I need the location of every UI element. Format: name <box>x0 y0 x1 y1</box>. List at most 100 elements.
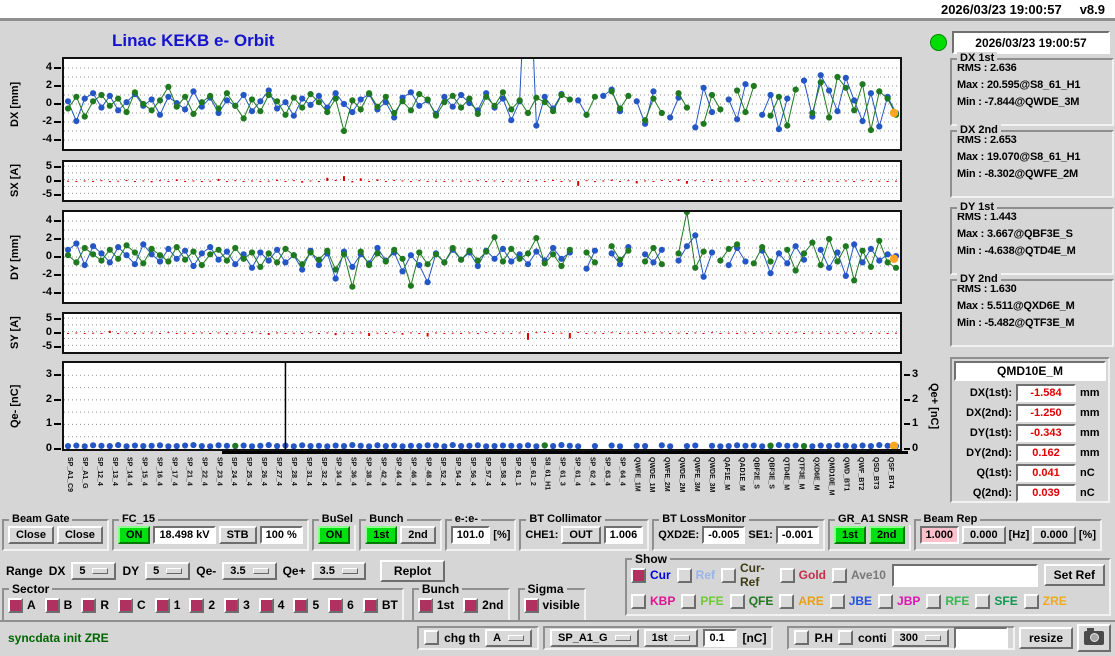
show-checkbox-jbe[interactable] <box>829 593 845 609</box>
show-item-sfe: SFE <box>975 593 1018 609</box>
bt-collimator-title: BT Collimator <box>526 513 605 525</box>
sector-checkbox-2[interactable] <box>189 597 205 613</box>
show-checkbox-rfe[interactable] <box>926 593 942 609</box>
ref-name-input[interactable] <box>891 563 1038 587</box>
show-checkbox-zre[interactable] <box>1023 593 1039 609</box>
count-dropdown[interactable]: 300 <box>891 628 949 647</box>
chg-th-checkbox[interactable] <box>424 630 440 645</box>
show-checkbox-ref[interactable] <box>676 567 692 583</box>
show-title: Show <box>632 552 670 566</box>
threshold-input[interactable]: 0.1 <box>703 628 738 647</box>
sector-checkbox-6[interactable] <box>328 597 344 613</box>
bunch-item-2nd: 2nd <box>463 597 504 613</box>
che1-out-button[interactable]: OUT <box>561 526 601 544</box>
monitor-row-value[interactable]: -1.250 <box>1016 404 1076 422</box>
sigma-checkbox-visible[interactable] <box>523 597 539 613</box>
screenshot-button[interactable] <box>1077 623 1111 652</box>
x-axis-label: QXD6E_M <box>812 457 820 491</box>
show-checkbox-pfe[interactable] <box>681 593 697 609</box>
ytick-label: 0 <box>45 97 52 109</box>
beam-rep-group: Beam Rep 1.000 0.000 [Hz] 0.000 [%] <box>913 513 1102 551</box>
show-checkbox-sfe[interactable] <box>975 593 991 609</box>
monitor-name[interactable]: QMD10E_M <box>954 361 1106 381</box>
bunch-checkbox-1st[interactable] <box>417 597 433 613</box>
show-checkbox-are[interactable] <box>779 593 795 609</box>
show-checkbox-qfe[interactable] <box>729 593 745 609</box>
show-checkbox-ave10[interactable] <box>832 567 847 583</box>
monitor-row-label: Q(2nd): <box>972 487 1012 499</box>
monitor-row-value[interactable]: 0.039 <box>1016 484 1076 502</box>
show-checkbox-cur[interactable] <box>631 567 646 583</box>
replot-button[interactable]: Replot <box>379 560 446 582</box>
sector-checkbox-a[interactable] <box>8 597 23 613</box>
show-checkbox-cur-ref[interactable] <box>721 567 737 583</box>
x-axis-label: SP_57_4 <box>484 457 491 486</box>
chg-th-group: chg th A <box>417 625 540 650</box>
monitor-row-value[interactable]: -0.343 <box>1016 424 1076 442</box>
bunch-1st-button[interactable]: 1st <box>365 526 398 544</box>
beam-rep-value-2[interactable]: 0.000 <box>962 526 1006 544</box>
x-axis-label: QSF_BT4 <box>887 457 895 489</box>
ee-ratio-value[interactable]: 101.0 <box>450 526 491 544</box>
bunch-sel-dropdown[interactable]: 1st <box>643 628 699 647</box>
sector-checkbox-bt[interactable] <box>362 597 378 613</box>
range-qem-dropdown[interactable]: 3.5 <box>222 562 277 580</box>
show-checkbox-kbp[interactable] <box>631 593 646 609</box>
sp-dropdown[interactable]: SP_A1_G <box>550 628 639 647</box>
monitor-row-unit: mm <box>1080 427 1100 439</box>
show-item-are: ARE <box>779 593 824 609</box>
monitor-row-value[interactable]: -1.584 <box>1016 384 1076 402</box>
show-checkbox-gold[interactable] <box>779 567 795 583</box>
sector-checkbox-3[interactable] <box>224 597 240 613</box>
range-dx-dropdown[interactable]: 5 <box>71 562 117 580</box>
bunch-2nd-button[interactable]: 2nd <box>400 526 436 544</box>
count-input[interactable] <box>953 626 1008 649</box>
sigma-item-visible: visible <box>523 597 580 613</box>
bunch-checkbox-2nd[interactable] <box>463 597 479 613</box>
sector-checkbox-4[interactable] <box>258 597 274 613</box>
x-axis-label: QWDE_2M <box>678 457 686 493</box>
ytick-mark-icon <box>54 139 61 141</box>
set-ref-button[interactable]: Set Ref <box>1043 564 1105 586</box>
fc15-kv-value[interactable]: 18.498 kV <box>153 526 216 544</box>
ytick-mark-icon <box>54 67 61 69</box>
sector-checkbox-c[interactable] <box>118 597 134 613</box>
sector-checkbox-1[interactable] <box>154 597 170 613</box>
monitor-row-value[interactable]: 0.162 <box>1016 444 1076 462</box>
show-checkbox-jbp[interactable] <box>878 593 894 609</box>
beam-rep-value-3[interactable]: 0.000 <box>1032 526 1076 544</box>
sector-checkbox-5[interactable] <box>293 597 309 613</box>
monitor-row-value[interactable]: 0.041 <box>1016 464 1076 482</box>
beam-rep-value-1[interactable]: 1.000 <box>919 526 960 544</box>
bunch-title: Bunch <box>366 513 407 525</box>
qxd2e-value[interactable]: -0.005 <box>702 526 746 544</box>
x-axis-label: SP_61_3 <box>558 457 566 486</box>
plot-qe-yticks-right: 3 2 1 0 <box>904 361 924 454</box>
ytick-mark-icon <box>54 374 61 377</box>
gr-snsr-1st-button[interactable]: 1st <box>834 526 866 544</box>
range-dx-value: 5 <box>79 565 86 577</box>
x-axis-label: QWD_BT1 <box>842 457 850 492</box>
beam-gate-close-1-button[interactable]: Close <box>8 526 54 544</box>
se1-value[interactable]: -0.001 <box>775 526 820 544</box>
ph-checkbox[interactable] <box>794 630 810 645</box>
monitor-panel: QMD10E_M DX(1st): -1.584 mm DX(2nd): -1.250 m… <box>950 357 1110 503</box>
beam-gate-close-2-button[interactable]: Close <box>56 526 103 544</box>
che1-value[interactable]: 1.006 <box>603 526 644 544</box>
gr-snsr-2nd-button[interactable]: 2nd <box>868 526 905 544</box>
fc15-stb-button[interactable]: STB <box>218 526 257 544</box>
fc15-on-button[interactable]: ON <box>117 526 151 544</box>
ytick-mark-icon <box>54 292 61 294</box>
resize-button[interactable]: resize <box>1018 626 1073 649</box>
show-label-gold: Gold <box>798 568 826 582</box>
fc15-percent-value[interactable]: 100 % <box>259 526 303 544</box>
conti-checkbox[interactable] <box>837 630 853 645</box>
x-axis-label: SP_15_4 <box>140 457 148 486</box>
range-dy-dropdown[interactable]: 5 <box>145 562 191 580</box>
sector-checkbox-b[interactable] <box>44 597 60 613</box>
plot-qe-yticks: 3 2 1 0 <box>24 361 62 454</box>
range-qep-dropdown[interactable]: 3.5 <box>311 562 366 580</box>
busel-on-button[interactable]: ON <box>317 526 351 544</box>
chg-th-dropdown[interactable]: A <box>485 628 533 647</box>
sector-checkbox-r[interactable] <box>81 597 97 613</box>
